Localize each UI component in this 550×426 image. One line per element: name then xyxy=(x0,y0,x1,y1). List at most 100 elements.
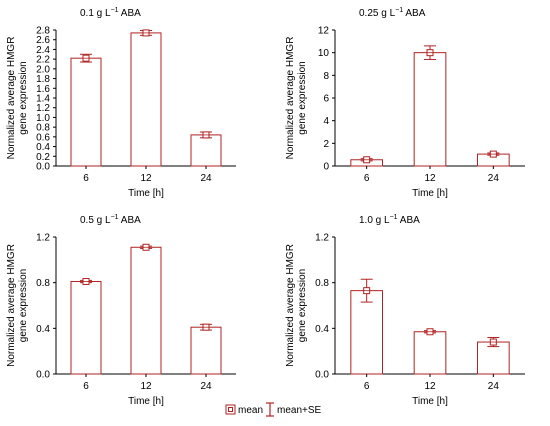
y-tick-label: 1.8 xyxy=(36,74,50,85)
panel-title-superscript: −1 xyxy=(111,214,119,221)
mean-marker-12 xyxy=(426,49,434,57)
x-tick-label: 24 xyxy=(200,381,212,392)
y-tick-label: 0.6 xyxy=(36,132,50,143)
y-tick-label: 2.0 xyxy=(36,64,50,75)
y-tick-label: 0.4 xyxy=(36,142,50,153)
y-axis-label-line: gene expression xyxy=(18,61,29,134)
chart-panel-3: 0.5 g L−1 ABA 0.0 0.4 0.8 1.2 6 12 24 Time [h] No… xyxy=(6,214,236,407)
panels: 0.1 g L−1 ABA0.00.20.40.60.81.01.21.41.6… xyxy=(6,7,525,407)
y-tick-label: 0.8 xyxy=(315,278,329,289)
bar-12 xyxy=(413,52,447,167)
y-tick-label: 8 xyxy=(323,71,329,82)
panel-title-main: 0.25 g L xyxy=(359,8,396,19)
y-tick-label: 6 xyxy=(323,94,329,105)
y-axis-label-line: Normalized average HMGR xyxy=(6,244,17,367)
mean-marker-6 xyxy=(82,278,90,286)
bar-6 xyxy=(350,290,384,375)
y-axis-label-line: Normalized average HMGR xyxy=(285,37,296,160)
y-tick-label: 1.0 xyxy=(36,113,50,124)
mean-marker-6 xyxy=(82,54,90,62)
panel-title-superscript: −1 xyxy=(390,214,398,221)
mean-marker-12 xyxy=(426,328,434,336)
y-axis-label-line: Normalized average HMGR xyxy=(285,244,296,367)
y-axis-label: Normalized average HMGRgene expression xyxy=(6,244,29,367)
y-tick-label: 0 xyxy=(323,162,329,173)
x-tick-label: 12 xyxy=(424,381,436,392)
y-tick-label: 10 xyxy=(318,48,330,59)
mean-marker-6 xyxy=(363,156,371,164)
legend-se-marker xyxy=(266,402,274,417)
mean-marker-24 xyxy=(489,150,497,158)
x-tick-label: 12 xyxy=(140,173,152,184)
mean-marker-24 xyxy=(489,338,497,346)
panel-title: 0.5 g L−1 ABA xyxy=(80,214,141,226)
x-tick-label: 24 xyxy=(200,173,212,184)
panel-title: 0.1 g L−1 ABA xyxy=(80,7,141,19)
panel-title-superscript: −1 xyxy=(111,7,119,14)
panel-title-tail: ABA xyxy=(403,8,426,19)
x-tick-label: 24 xyxy=(488,381,500,392)
panel-title-tail: ABA xyxy=(119,8,142,19)
y-tick-label: 1.2 xyxy=(36,103,50,114)
y-axis-label: Normalized average HMGRgene expression xyxy=(285,244,308,367)
x-axis-label: Time [h] xyxy=(128,188,164,199)
y-tick-label: 0.4 xyxy=(36,324,50,335)
y-tick-label: 1.6 xyxy=(36,84,50,95)
y-tick-label: 2 xyxy=(323,139,329,150)
bar-12 xyxy=(413,331,447,375)
bar-12 xyxy=(130,246,162,375)
panel-title: 0.25 g L−1 ABA xyxy=(359,7,426,19)
x-axis-label: Time [h] xyxy=(128,396,164,407)
x-axis-label: Time [h] xyxy=(412,396,448,407)
x-tick-label: 12 xyxy=(140,381,152,392)
panel-title-main: 0.5 g L xyxy=(80,215,111,226)
y-tick-label: 0.0 xyxy=(36,370,50,381)
x-tick-label: 6 xyxy=(364,381,370,392)
y-tick-label: 2.4 xyxy=(36,45,50,56)
y-tick-label: 1.2 xyxy=(36,233,50,244)
y-axis-label-line: gene expression xyxy=(18,269,29,342)
y-tick-label: 1.4 xyxy=(36,94,50,105)
y-tick-label: 0.2 xyxy=(36,152,50,163)
y-tick-label: 4 xyxy=(323,116,329,127)
chart-panel-4: 1.0 g L−1 ABA 0.0 0.4 0.8 1.2 6 12 24 Time [h] No… xyxy=(285,214,525,407)
y-tick-label: 0.0 xyxy=(315,370,329,381)
y-tick-label: 2.8 xyxy=(36,26,50,37)
panel-title: 1.0 g L−1 ABA xyxy=(359,214,420,226)
bar-12 xyxy=(130,32,162,167)
y-axis-label: Normalized average HMGRgene expression xyxy=(285,37,308,160)
y-axis-label-line: gene expression xyxy=(297,269,308,342)
x-tick-label: 12 xyxy=(424,173,436,184)
y-axis-label-line: gene expression xyxy=(297,61,308,134)
panel-title-tail: ABA xyxy=(119,215,142,226)
x-tick-label: 6 xyxy=(83,173,89,184)
legend-mean-label: mean xyxy=(238,405,263,416)
legend: mean mean+SE xyxy=(225,402,322,417)
x-tick-label: 6 xyxy=(364,173,370,184)
x-axis-label: Time [h] xyxy=(412,188,448,199)
y-tick-label: 0.0 xyxy=(36,162,50,173)
mean-marker-24 xyxy=(202,131,210,139)
bar-24 xyxy=(190,134,222,167)
legend-mean-marker xyxy=(225,404,236,415)
mean-marker-12 xyxy=(142,243,150,251)
panel-title-main: 1.0 g L xyxy=(359,215,390,226)
panel-title-superscript: −1 xyxy=(395,7,403,14)
y-axis-label: Normalized average HMGRgene expression xyxy=(6,37,29,160)
y-tick-label: 2.2 xyxy=(36,55,50,66)
mean-marker-12 xyxy=(142,29,150,37)
mean-marker-24 xyxy=(202,323,210,331)
y-tick-label: 0.4 xyxy=(315,324,329,335)
bar-24 xyxy=(190,326,222,375)
y-axis-label-line: Normalized average HMGR xyxy=(6,37,17,160)
y-tick-label: 12 xyxy=(318,26,330,37)
chart-panel-1: 0.1 g L−1 ABA 0.00.20.40.60.81.01.21.41.6… xyxy=(6,7,236,199)
panel-title-tail: ABA xyxy=(398,215,421,226)
y-tick-label: 0.8 xyxy=(36,123,50,134)
panel-title-main: 0.1 g L xyxy=(80,8,111,19)
x-tick-label: 24 xyxy=(488,173,500,184)
bar-6 xyxy=(70,57,102,167)
x-tick-label: 6 xyxy=(83,381,89,392)
